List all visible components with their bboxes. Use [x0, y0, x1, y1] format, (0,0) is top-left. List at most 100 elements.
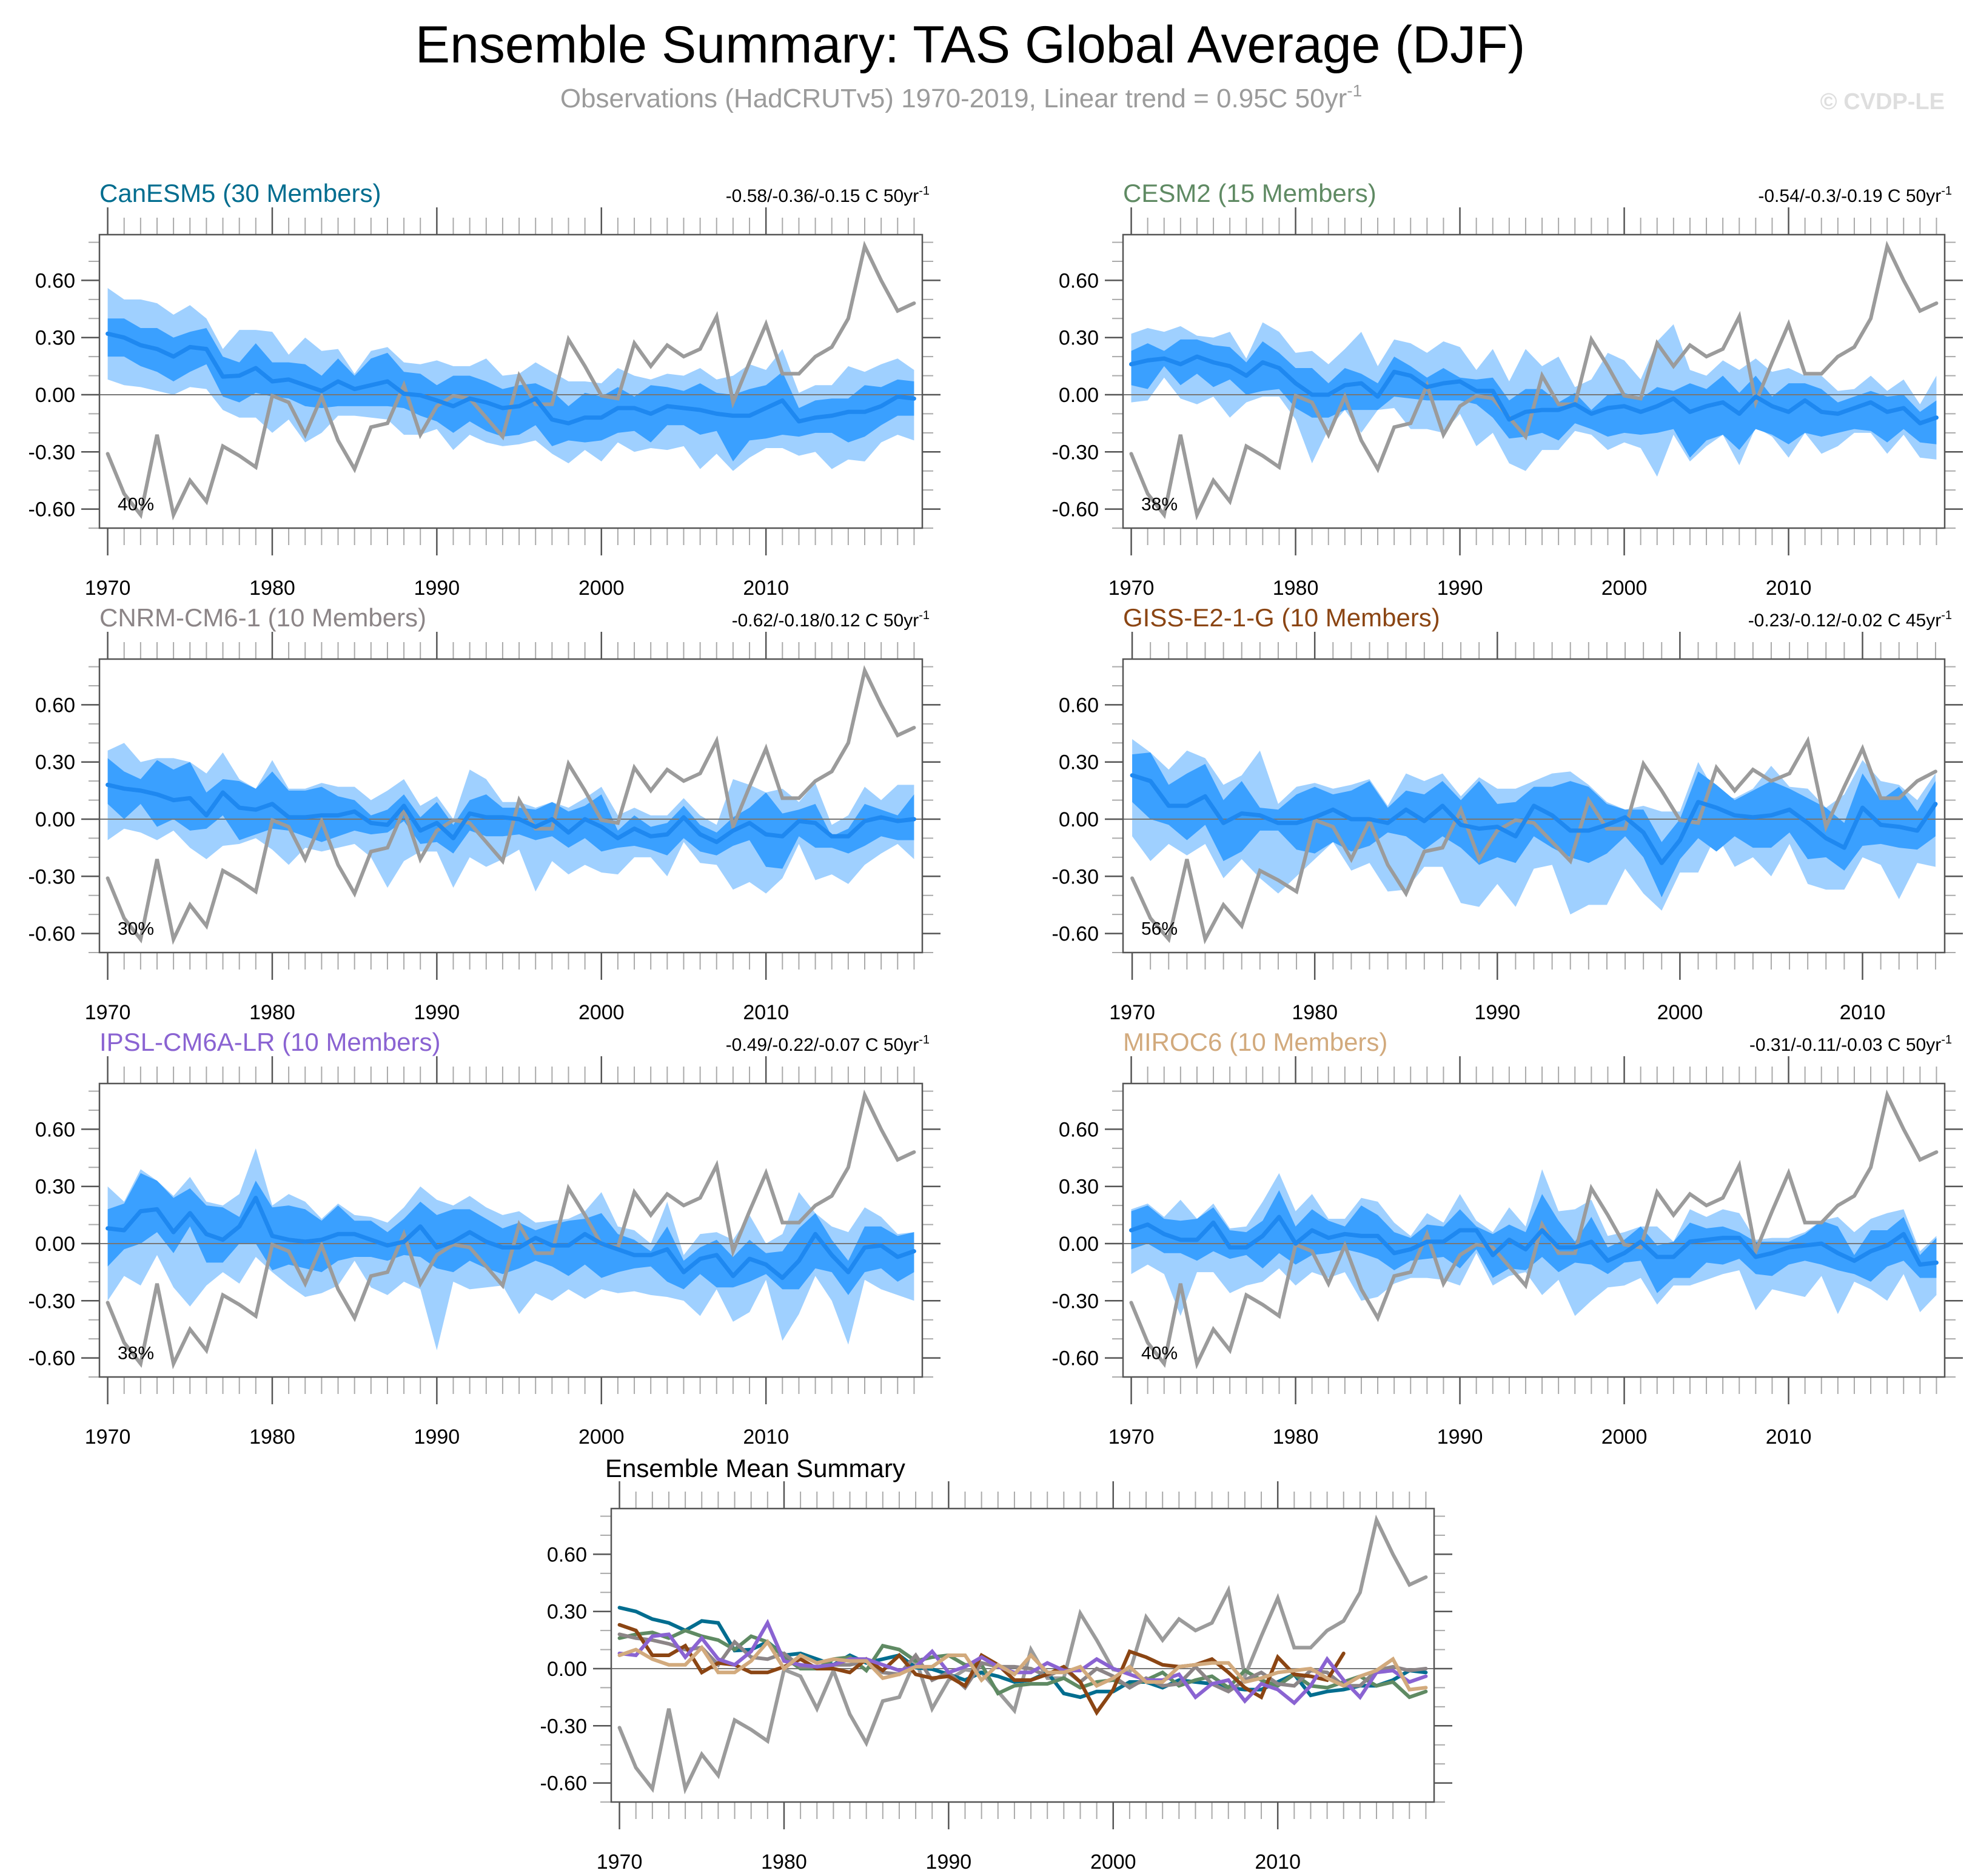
y-tick-label: 0.60 [35, 1118, 75, 1141]
percent-label: 40% [1141, 1344, 1178, 1364]
panel-title: CNRM-CM6-1 (10 Members) [99, 603, 426, 632]
plot-area [99, 665, 922, 945]
trend-label: -0.54/-0.3/-0.19 C 50yr-1 [1758, 184, 1952, 206]
percent-label: 30% [118, 919, 154, 939]
x-tick-label: 2000 [1601, 577, 1648, 600]
x-tick-label: 1970 [85, 577, 131, 600]
y-tick-label: -0.30 [29, 441, 76, 464]
observations-line [1129, 240, 1939, 521]
y-tick-label: 0.00 [35, 384, 75, 407]
subtitle-text: Observations (HadCRUTv5) 1970-2019, Line… [560, 84, 1347, 113]
trend-superscript: -1 [919, 184, 930, 198]
y-tick-label: -0.30 [540, 1715, 588, 1738]
x-tick-label: 1980 [1273, 577, 1319, 600]
trend-label: -0.49/-0.22/-0.07 C 50yr-1 [726, 1033, 930, 1055]
trend-superscript: -1 [919, 609, 930, 622]
panel-canesm5: CanESM5 (30 Members) -0.58/-0.36/-0.15 C … [29, 179, 941, 600]
ensemble-mean-line [106, 1196, 916, 1281]
panel-cesm2: CESM2 (15 Members) -0.54/-0.3/-0.19 C 50y… [1052, 179, 1963, 600]
y-tick-label: -0.60 [29, 1347, 76, 1370]
figure-title: Ensemble Summary: TAS Global Average (DJ… [415, 16, 1526, 74]
y-tick-label: -0.30 [29, 865, 76, 888]
x-tick-label: 2010 [743, 1001, 789, 1024]
observations-line [106, 1089, 916, 1370]
ensemble-mean-line [106, 331, 916, 426]
y-tick-label: 0.30 [35, 1176, 75, 1199]
x-tick-label: 1980 [249, 1425, 295, 1449]
figure-subtitle: Observations (HadCRUTv5) 1970-2019, Line… [560, 81, 1362, 113]
trend-superscript: -1 [1941, 184, 1952, 198]
x-tick-label: 2010 [1255, 1851, 1301, 1874]
x-tick-label: 1980 [1292, 1001, 1338, 1024]
copyright-label: © CVDP-LE [1820, 89, 1945, 115]
x-tick-label: 2000 [1601, 1425, 1648, 1449]
plot-area [1123, 240, 1945, 521]
plot-area [1123, 735, 1945, 945]
trend-text: -0.62/-0.18/0.12 C 50yr [732, 611, 919, 631]
panel-title: MIROC6 (10 Members) [1123, 1028, 1387, 1056]
percent-label: 40% [118, 495, 154, 515]
observations-line [1129, 1089, 1939, 1370]
trend-text: -0.58/-0.36/-0.15 C 50yr [726, 186, 919, 206]
panel-cnrm: CNRM-CM6-1 (10 Members) -0.62/-0.18/0.12 … [29, 603, 941, 1024]
x-tick-label: 1980 [249, 577, 295, 600]
x-tick-label: 1970 [85, 1001, 131, 1024]
plot-frame [1122, 233, 1946, 529]
plot-frame [98, 1082, 924, 1378]
observations-line [1130, 735, 1937, 945]
y-tick-label: -0.60 [1052, 498, 1099, 521]
panel-ipsl: IPSL-CM6A-LR (10 Members) -0.49/-0.22/-0.… [29, 1028, 941, 1449]
y-tick-label: 0.00 [1059, 1233, 1099, 1256]
x-tick-label: 2010 [743, 1425, 789, 1449]
x-tick-label: 1990 [414, 1001, 460, 1024]
x-tick-label: 2010 [743, 577, 789, 600]
ensemble-mean-line [1129, 1214, 1939, 1267]
plot-frame [98, 233, 924, 529]
x-tick-label: 2010 [1766, 1425, 1812, 1449]
panel-title: CanESM5 (30 Members) [99, 179, 381, 207]
percent-label: 38% [1141, 495, 1178, 515]
y-tick-label: 0.60 [1059, 1118, 1099, 1141]
y-tick-label: 0.30 [547, 1601, 587, 1624]
y-tick-label: 0.00 [1059, 808, 1099, 831]
panels: CanESM5 (30 Members) -0.58/-0.36/-0.15 C … [29, 179, 1963, 1874]
y-tick-label: -0.60 [1052, 923, 1099, 946]
trend-label: -0.58/-0.36/-0.15 C 50yr-1 [726, 184, 930, 206]
panel-miroc6: MIROC6 (10 Members) -0.31/-0.11/-0.03 C 5… [1052, 1028, 1963, 1449]
summary-line-cesm2 [617, 1628, 1428, 1700]
ensemble-inner-band [107, 318, 914, 461]
y-tick-label: 0.00 [35, 1233, 75, 1256]
trend-text: -0.23/-0.12/-0.02 C 45yr [1748, 611, 1942, 631]
y-tick-label: -0.60 [540, 1772, 588, 1795]
panel-title: CESM2 (15 Members) [1123, 179, 1376, 207]
plot-frame [1122, 1082, 1946, 1378]
x-tick-label: 1980 [249, 1001, 295, 1024]
x-tick-label: 1970 [85, 1425, 131, 1449]
summary-line-ipsl [617, 1618, 1428, 1706]
trend-text: -0.54/-0.3/-0.19 C 50yr [1758, 186, 1941, 206]
x-tick-label: 1970 [1109, 1001, 1155, 1024]
y-tick-label: -0.30 [29, 1290, 76, 1313]
trend-superscript: -1 [1941, 609, 1952, 622]
observations-line [617, 1514, 1428, 1795]
x-tick-label: 1970 [1108, 1425, 1155, 1449]
x-tick-label: 1990 [414, 577, 460, 600]
y-tick-label: 0.60 [35, 269, 75, 292]
y-tick-label: -0.60 [29, 923, 76, 946]
y-tick-label: 0.30 [35, 327, 75, 350]
summary-line-miroc6 [617, 1638, 1428, 1692]
trend-superscript: -1 [1941, 1033, 1952, 1047]
y-tick-label: 0.60 [1059, 694, 1099, 717]
panel-summary: Ensemble Mean Summary -0.60 -0.30 0.00 0.30 0… [540, 1454, 1452, 1874]
x-tick-label: 1980 [761, 1851, 807, 1874]
y-tick-label: 0.60 [35, 694, 75, 717]
plot-area [99, 240, 922, 521]
x-tick-label: 1990 [1437, 577, 1483, 600]
plot-area [611, 1514, 1434, 1795]
x-tick-label: 1990 [1474, 1001, 1520, 1024]
y-tick-label: -0.60 [1052, 1347, 1099, 1370]
trend-superscript: -1 [919, 1033, 930, 1047]
x-tick-label: 2000 [578, 1001, 625, 1024]
x-tick-label: 2000 [1657, 1001, 1703, 1024]
